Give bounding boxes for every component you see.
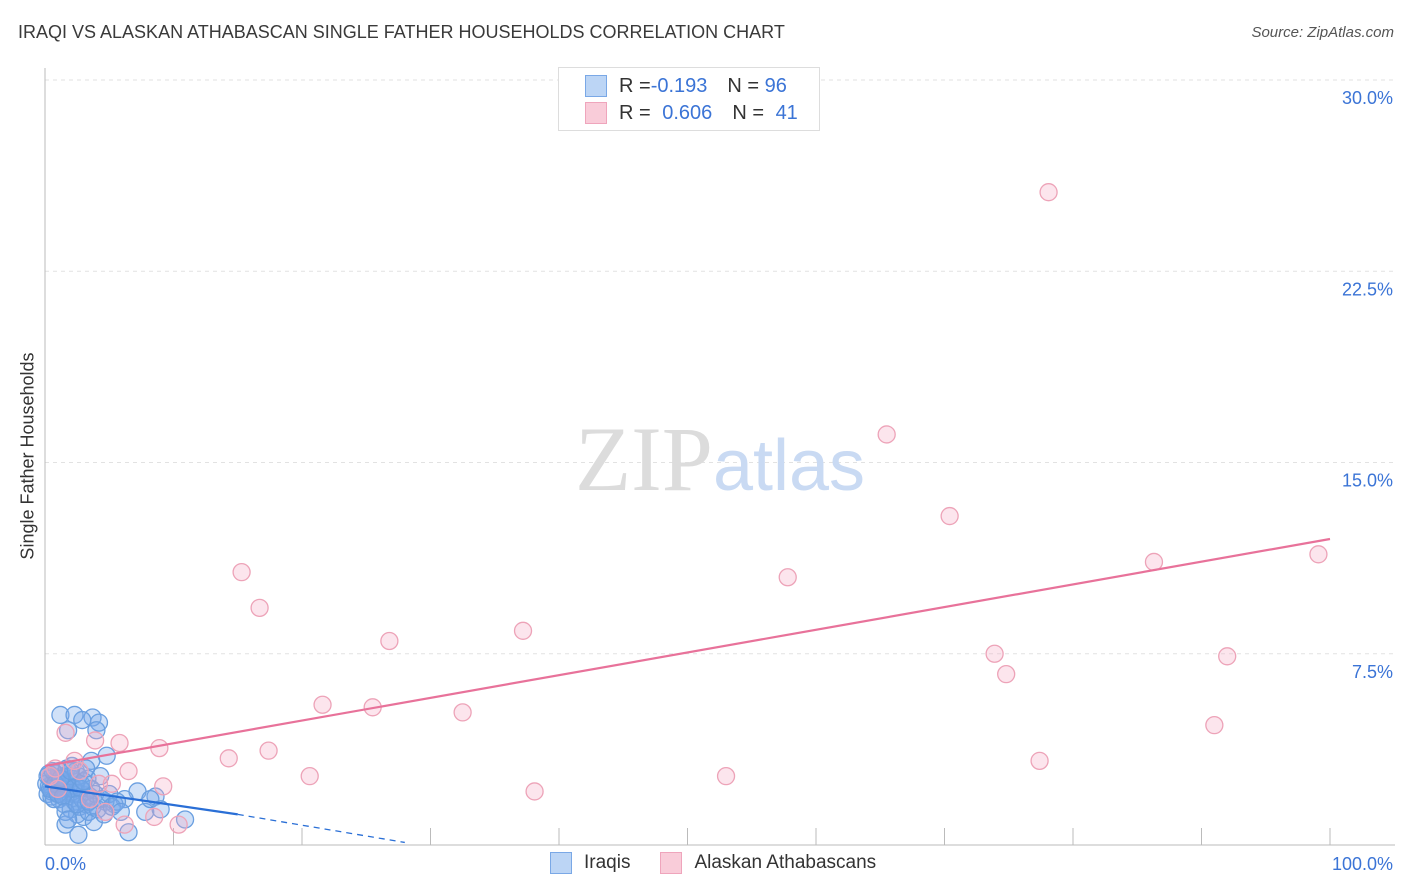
series-legend: Iraqis Alaskan Athabascans: [550, 852, 876, 874]
n-value: 96: [764, 74, 787, 97]
blue-swatch: [550, 852, 572, 874]
iraqi-point: [58, 810, 78, 829]
athabascan-point: [453, 703, 472, 722]
chart-title: IRAQI VS ALASKAN ATHABASCAN SINGLE FATHE…: [18, 22, 785, 42]
iraqi-point: [69, 825, 88, 844]
pink-swatch: [660, 852, 683, 874]
athabascan-point: [1218, 647, 1237, 666]
athabascan-point: [115, 815, 134, 834]
legend-label: Iraqis: [584, 852, 631, 873]
legend-item-iraqis[interactable]: Iraqis: [550, 852, 630, 874]
athabascan-point: [56, 723, 75, 742]
athabascan-point: [150, 738, 169, 758]
legend-row-iraqis: R = -0.193 N = 96: [585, 73, 787, 99]
athabascan-point: [313, 695, 332, 714]
athabascan-point: [513, 621, 533, 640]
athabascan-point: [96, 802, 115, 821]
legend-label: Alaskan Athabascans: [694, 852, 877, 873]
athabascan-point: [110, 733, 129, 753]
athabascan-point: [997, 665, 1016, 684]
athabascan-point: [250, 598, 269, 617]
iraqi-point: [51, 705, 70, 725]
athabascan-point: [380, 631, 399, 651]
n-label: N =: [727, 74, 765, 97]
athabascan-point: [940, 506, 959, 526]
athabascan-point: [1030, 751, 1049, 770]
watermark: ZIPatlas: [575, 408, 865, 510]
athabascan-point: [1039, 183, 1058, 202]
y-tick-label: 22.5%: [1342, 279, 1393, 299]
trend-line: [44, 537, 1331, 768]
athabascan-point: [219, 749, 238, 768]
athabascan-point: [232, 563, 251, 582]
source-label: Source: ZipAtlas.com: [1251, 24, 1394, 41]
athabascan-point: [1144, 552, 1164, 572]
correlation-legend: R = -0.193 N = 96 R = 0.606 N = 41: [558, 67, 820, 131]
athabascan-point: [1205, 716, 1224, 735]
y-tick-label: 30.0%: [1342, 88, 1393, 108]
legend-item-athabascans[interactable]: Alaskan Athabascans: [660, 852, 876, 874]
iraqi-point: [73, 710, 92, 730]
r-value: 0.606: [662, 101, 713, 124]
athabascan-point: [70, 761, 89, 781]
r-value: -0.193: [650, 74, 708, 97]
athabascan-point: [102, 774, 121, 793]
x-tick-label: 0.0%: [45, 854, 86, 874]
r-label: R =: [619, 74, 651, 97]
athabascan-point: [259, 741, 278, 760]
athabascan-point: [716, 767, 736, 786]
athabascan-point: [119, 761, 138, 781]
athabascan-point: [145, 807, 164, 827]
pink-swatch: [585, 102, 607, 124]
r-label: R =: [619, 101, 657, 124]
n-value: 41: [775, 101, 798, 124]
athabascan-point: [525, 782, 544, 801]
athabascan-point: [300, 767, 319, 786]
athabascan-point: [169, 815, 188, 834]
athabascan-point: [1309, 545, 1328, 564]
athabascan-point: [80, 789, 100, 809]
n-label: N =: [732, 101, 770, 124]
y-tick-label: 7.5%: [1352, 662, 1393, 682]
x-tick-label: 100.0%: [1332, 854, 1393, 874]
athabascan-point: [85, 731, 105, 750]
iraqi-point: [58, 721, 78, 740]
athabascan-point: [89, 774, 109, 793]
trend-line-extrapolated: [237, 813, 405, 844]
athabascan-point: [985, 644, 1004, 663]
trend-line: [44, 785, 238, 816]
athabascan-point: [877, 425, 896, 444]
y-tick-label: 15.0%: [1342, 471, 1393, 491]
legend-row-athabascans: R = 0.606 N = 41: [585, 100, 798, 126]
athabascan-point: [154, 777, 173, 796]
athabascan-point: [778, 568, 797, 587]
blue-swatch: [585, 75, 607, 97]
